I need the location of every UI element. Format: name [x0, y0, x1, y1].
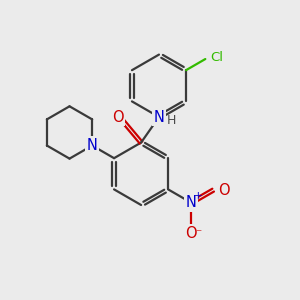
- Text: N: N: [154, 110, 164, 124]
- Text: O: O: [112, 110, 123, 125]
- Text: O: O: [185, 226, 197, 241]
- Text: ⁻: ⁻: [196, 227, 202, 240]
- Text: +: +: [194, 191, 202, 201]
- Text: O: O: [218, 183, 230, 198]
- Text: Cl: Cl: [210, 51, 223, 64]
- Text: H: H: [167, 114, 176, 127]
- Text: N: N: [186, 195, 197, 210]
- Text: N: N: [87, 138, 98, 153]
